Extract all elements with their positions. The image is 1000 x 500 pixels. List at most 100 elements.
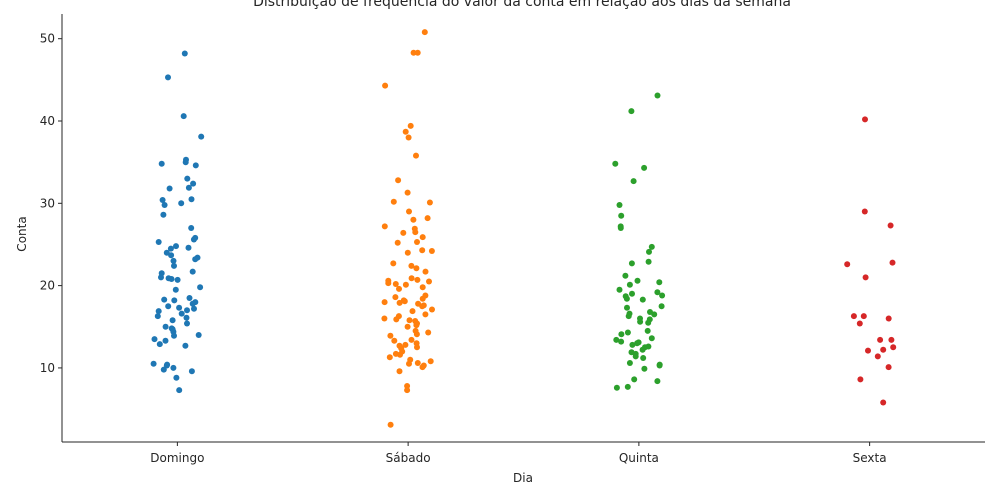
data-point [885,364,892,371]
data-point [392,294,399,301]
data-point [198,133,205,140]
data-point [644,327,651,334]
data-point [862,116,868,123]
data-point [626,281,633,288]
data-point [637,318,644,325]
data-point [381,223,388,230]
data-point [168,276,175,282]
chart-title: Distribuição de frequência do valor da c… [253,0,791,10]
data-points [150,29,897,428]
data-point [624,383,631,390]
data-point [421,29,428,36]
data-point [183,314,190,321]
x-tick-label: Sexta [853,451,887,465]
data-point [171,332,177,339]
data-point [860,313,867,320]
data-point [617,225,624,231]
data-point [167,245,174,252]
data-point [405,134,412,141]
data-point [406,360,412,367]
data-point [404,387,411,394]
data-point [889,259,896,266]
data-point [396,285,402,292]
data-point [385,280,392,287]
data-point [161,296,168,303]
data-point [862,274,869,281]
data-point [645,258,652,265]
data-point [160,211,167,218]
data-point [395,177,402,184]
data-point [877,336,884,343]
data-point [648,335,655,342]
data-point [844,261,851,268]
data-point [180,113,187,120]
data-point [186,295,193,301]
data-point [197,284,204,291]
data-point [427,358,434,365]
data-point [387,332,394,339]
data-point [658,303,665,310]
data-point [408,275,415,282]
data-point [641,365,648,372]
data-point [631,376,638,383]
data-point [618,212,625,219]
data-point [397,351,403,358]
data-point [156,341,163,348]
data-point [404,383,411,389]
data-point [414,239,420,245]
data-point [613,336,620,343]
data-point [629,290,635,297]
data-point [381,315,388,322]
data-point [407,122,414,129]
data-point [616,286,623,293]
data-point [888,336,895,343]
data-point [414,360,421,366]
data-point [419,295,426,302]
data-point [387,421,394,428]
data-point [185,244,192,251]
data-point [171,297,178,304]
data-point [410,216,417,223]
x-tick-label: Sábado [386,451,431,465]
data-point [181,50,188,57]
data-point [165,74,171,81]
data-point [413,322,420,329]
data-point [632,353,639,360]
data-point [850,313,857,320]
data-point [406,208,412,215]
data-point [628,108,635,115]
data-point [626,360,633,366]
data-point [414,49,421,56]
data-point [624,304,630,311]
data-point [410,49,417,56]
data-point [404,249,411,256]
data-point [414,344,420,351]
data-point [400,229,407,236]
data-point [176,304,183,311]
data-point [639,296,646,303]
data-point [178,200,185,207]
data-point [887,222,894,229]
data-point [386,354,393,361]
data-point [865,347,871,354]
data-point [190,236,197,243]
data-point [188,225,195,231]
data-point [426,278,432,285]
data-point [641,164,648,171]
data-point [622,272,629,279]
data-point [419,303,426,310]
data-point [654,378,661,385]
data-point [629,341,636,348]
data-point [659,292,666,299]
data-point [391,337,398,344]
data-point [404,323,411,330]
data-point [165,303,172,310]
data-point [856,320,863,327]
y-axis-label: Conta [15,216,29,251]
data-point [616,202,623,208]
data-point [654,289,661,296]
data-point [613,384,620,391]
data-point [185,184,192,191]
data-point [857,376,864,383]
data-point [172,286,179,293]
